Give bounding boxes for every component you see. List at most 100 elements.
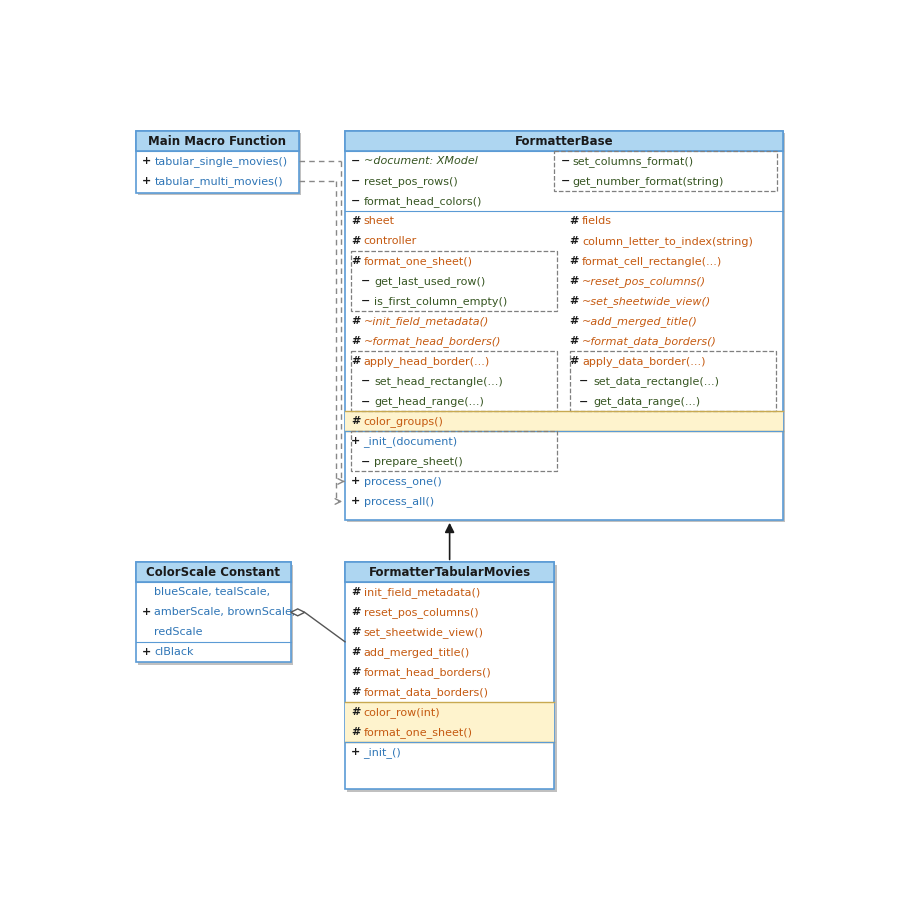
Bar xyxy=(136,131,299,193)
Text: #: # xyxy=(570,316,579,327)
Text: reset_pos_columns(): reset_pos_columns() xyxy=(364,607,478,617)
Text: set_columns_format(): set_columns_format() xyxy=(573,156,694,166)
Text: #: # xyxy=(570,337,579,347)
Text: get_head_range(...): get_head_range(...) xyxy=(374,396,484,407)
Text: color_groups(): color_groups() xyxy=(364,416,444,427)
Text: Main Macro Function: Main Macro Function xyxy=(148,135,286,148)
Text: −: − xyxy=(579,376,589,386)
Text: format_one_sheet(): format_one_sheet() xyxy=(364,256,472,266)
Text: #: # xyxy=(351,588,361,598)
Text: −: − xyxy=(561,176,570,186)
Text: FormatterBase: FormatterBase xyxy=(515,135,613,148)
Bar xyxy=(351,431,557,472)
Bar xyxy=(345,131,783,151)
Text: controller: controller xyxy=(364,236,417,247)
Text: clBlack: clBlack xyxy=(155,647,194,657)
Text: −: − xyxy=(351,196,361,206)
Text: FormatterTabularMovies: FormatterTabularMovies xyxy=(369,566,531,579)
Text: ~add_merged_title(): ~add_merged_title() xyxy=(582,316,698,327)
Text: #: # xyxy=(570,256,579,266)
Polygon shape xyxy=(291,609,305,616)
Text: process_one(): process_one() xyxy=(364,476,441,487)
Text: redScale: redScale xyxy=(155,627,202,637)
Text: #: # xyxy=(351,337,361,347)
Bar xyxy=(345,411,783,431)
Text: prepare_sheet(): prepare_sheet() xyxy=(374,456,464,467)
Bar xyxy=(347,564,556,792)
Text: #: # xyxy=(351,216,361,226)
Bar xyxy=(138,133,301,195)
Text: −: − xyxy=(561,156,570,166)
Bar xyxy=(138,564,293,665)
Text: tabular_multi_movies(): tabular_multi_movies() xyxy=(155,176,283,186)
Bar xyxy=(136,562,291,582)
Text: tabular_single_movies(): tabular_single_movies() xyxy=(155,156,287,166)
Text: −: − xyxy=(361,276,370,286)
Bar xyxy=(347,133,785,522)
Text: _init_(document): _init_(document) xyxy=(364,436,458,447)
Text: +: + xyxy=(351,476,361,486)
Text: #: # xyxy=(351,356,361,366)
Text: color_row(int): color_row(int) xyxy=(364,707,440,718)
Text: +: + xyxy=(351,497,361,507)
Text: blueScale, tealScale,: blueScale, tealScale, xyxy=(155,588,271,598)
Text: +: + xyxy=(142,608,151,617)
Text: ColorScale Constant: ColorScale Constant xyxy=(146,566,280,579)
Text: init_field_metadata(): init_field_metadata() xyxy=(364,587,480,598)
Bar xyxy=(136,131,299,151)
Bar xyxy=(554,151,777,191)
Text: format_head_colors(): format_head_colors() xyxy=(364,195,482,207)
Bar xyxy=(345,562,554,789)
Text: +: + xyxy=(142,156,151,166)
Text: −: − xyxy=(361,396,370,407)
Text: reset_pos_rows(): reset_pos_rows() xyxy=(364,176,457,186)
Text: apply_data_border(...): apply_data_border(...) xyxy=(582,356,706,367)
Text: format_one_sheet(): format_one_sheet() xyxy=(364,727,472,738)
Text: #: # xyxy=(570,216,579,226)
Text: #: # xyxy=(351,647,361,657)
Text: #: # xyxy=(351,316,361,327)
Bar xyxy=(351,251,557,311)
Text: set_data_rectangle(...): set_data_rectangle(...) xyxy=(593,376,719,387)
Text: #: # xyxy=(351,236,361,247)
Text: add_merged_title(): add_merged_title() xyxy=(364,647,470,658)
Text: ~format_data_borders(): ~format_data_borders() xyxy=(582,336,717,346)
Text: #: # xyxy=(351,608,361,617)
Text: #: # xyxy=(570,276,579,286)
Text: +: + xyxy=(351,436,361,446)
Text: get_data_range(...): get_data_range(...) xyxy=(593,396,700,407)
Text: #: # xyxy=(351,256,361,266)
Bar xyxy=(351,351,557,411)
Text: column_letter_to_index(string): column_letter_to_index(string) xyxy=(582,236,753,247)
Bar xyxy=(570,351,776,411)
Text: #: # xyxy=(351,627,361,637)
Text: +: + xyxy=(351,748,361,758)
Text: −: − xyxy=(351,156,361,166)
Text: format_cell_rectangle(...): format_cell_rectangle(...) xyxy=(582,256,723,266)
Bar xyxy=(136,562,291,662)
Bar xyxy=(345,131,783,520)
Bar xyxy=(345,723,554,742)
Text: get_number_format(string): get_number_format(string) xyxy=(573,176,724,186)
Text: +: + xyxy=(142,176,151,186)
Text: process_all(): process_all() xyxy=(364,496,434,507)
Text: −: − xyxy=(361,296,370,306)
Bar xyxy=(345,562,554,582)
Text: get_last_used_row(): get_last_used_row() xyxy=(374,275,486,287)
Text: #: # xyxy=(570,356,579,366)
Text: −: − xyxy=(361,456,370,466)
Text: amberScale, brownScale,: amberScale, brownScale, xyxy=(155,608,296,617)
Text: set_sheetwide_view(): set_sheetwide_view() xyxy=(364,627,483,638)
Text: #: # xyxy=(351,707,361,717)
Text: sheet: sheet xyxy=(364,216,394,226)
Text: #: # xyxy=(351,417,361,427)
Text: +: + xyxy=(142,647,151,657)
Text: format_head_borders(): format_head_borders() xyxy=(364,667,491,678)
Text: ~init_field_metadata(): ~init_field_metadata() xyxy=(364,316,489,327)
Text: ~set_sheetwide_view(): ~set_sheetwide_view() xyxy=(582,296,711,307)
Text: #: # xyxy=(351,668,361,678)
Text: set_head_rectangle(...): set_head_rectangle(...) xyxy=(374,376,503,387)
Text: ~format_head_borders(): ~format_head_borders() xyxy=(364,336,501,346)
Text: ~document: XModel: ~document: XModel xyxy=(364,156,478,166)
Text: #: # xyxy=(570,296,579,306)
